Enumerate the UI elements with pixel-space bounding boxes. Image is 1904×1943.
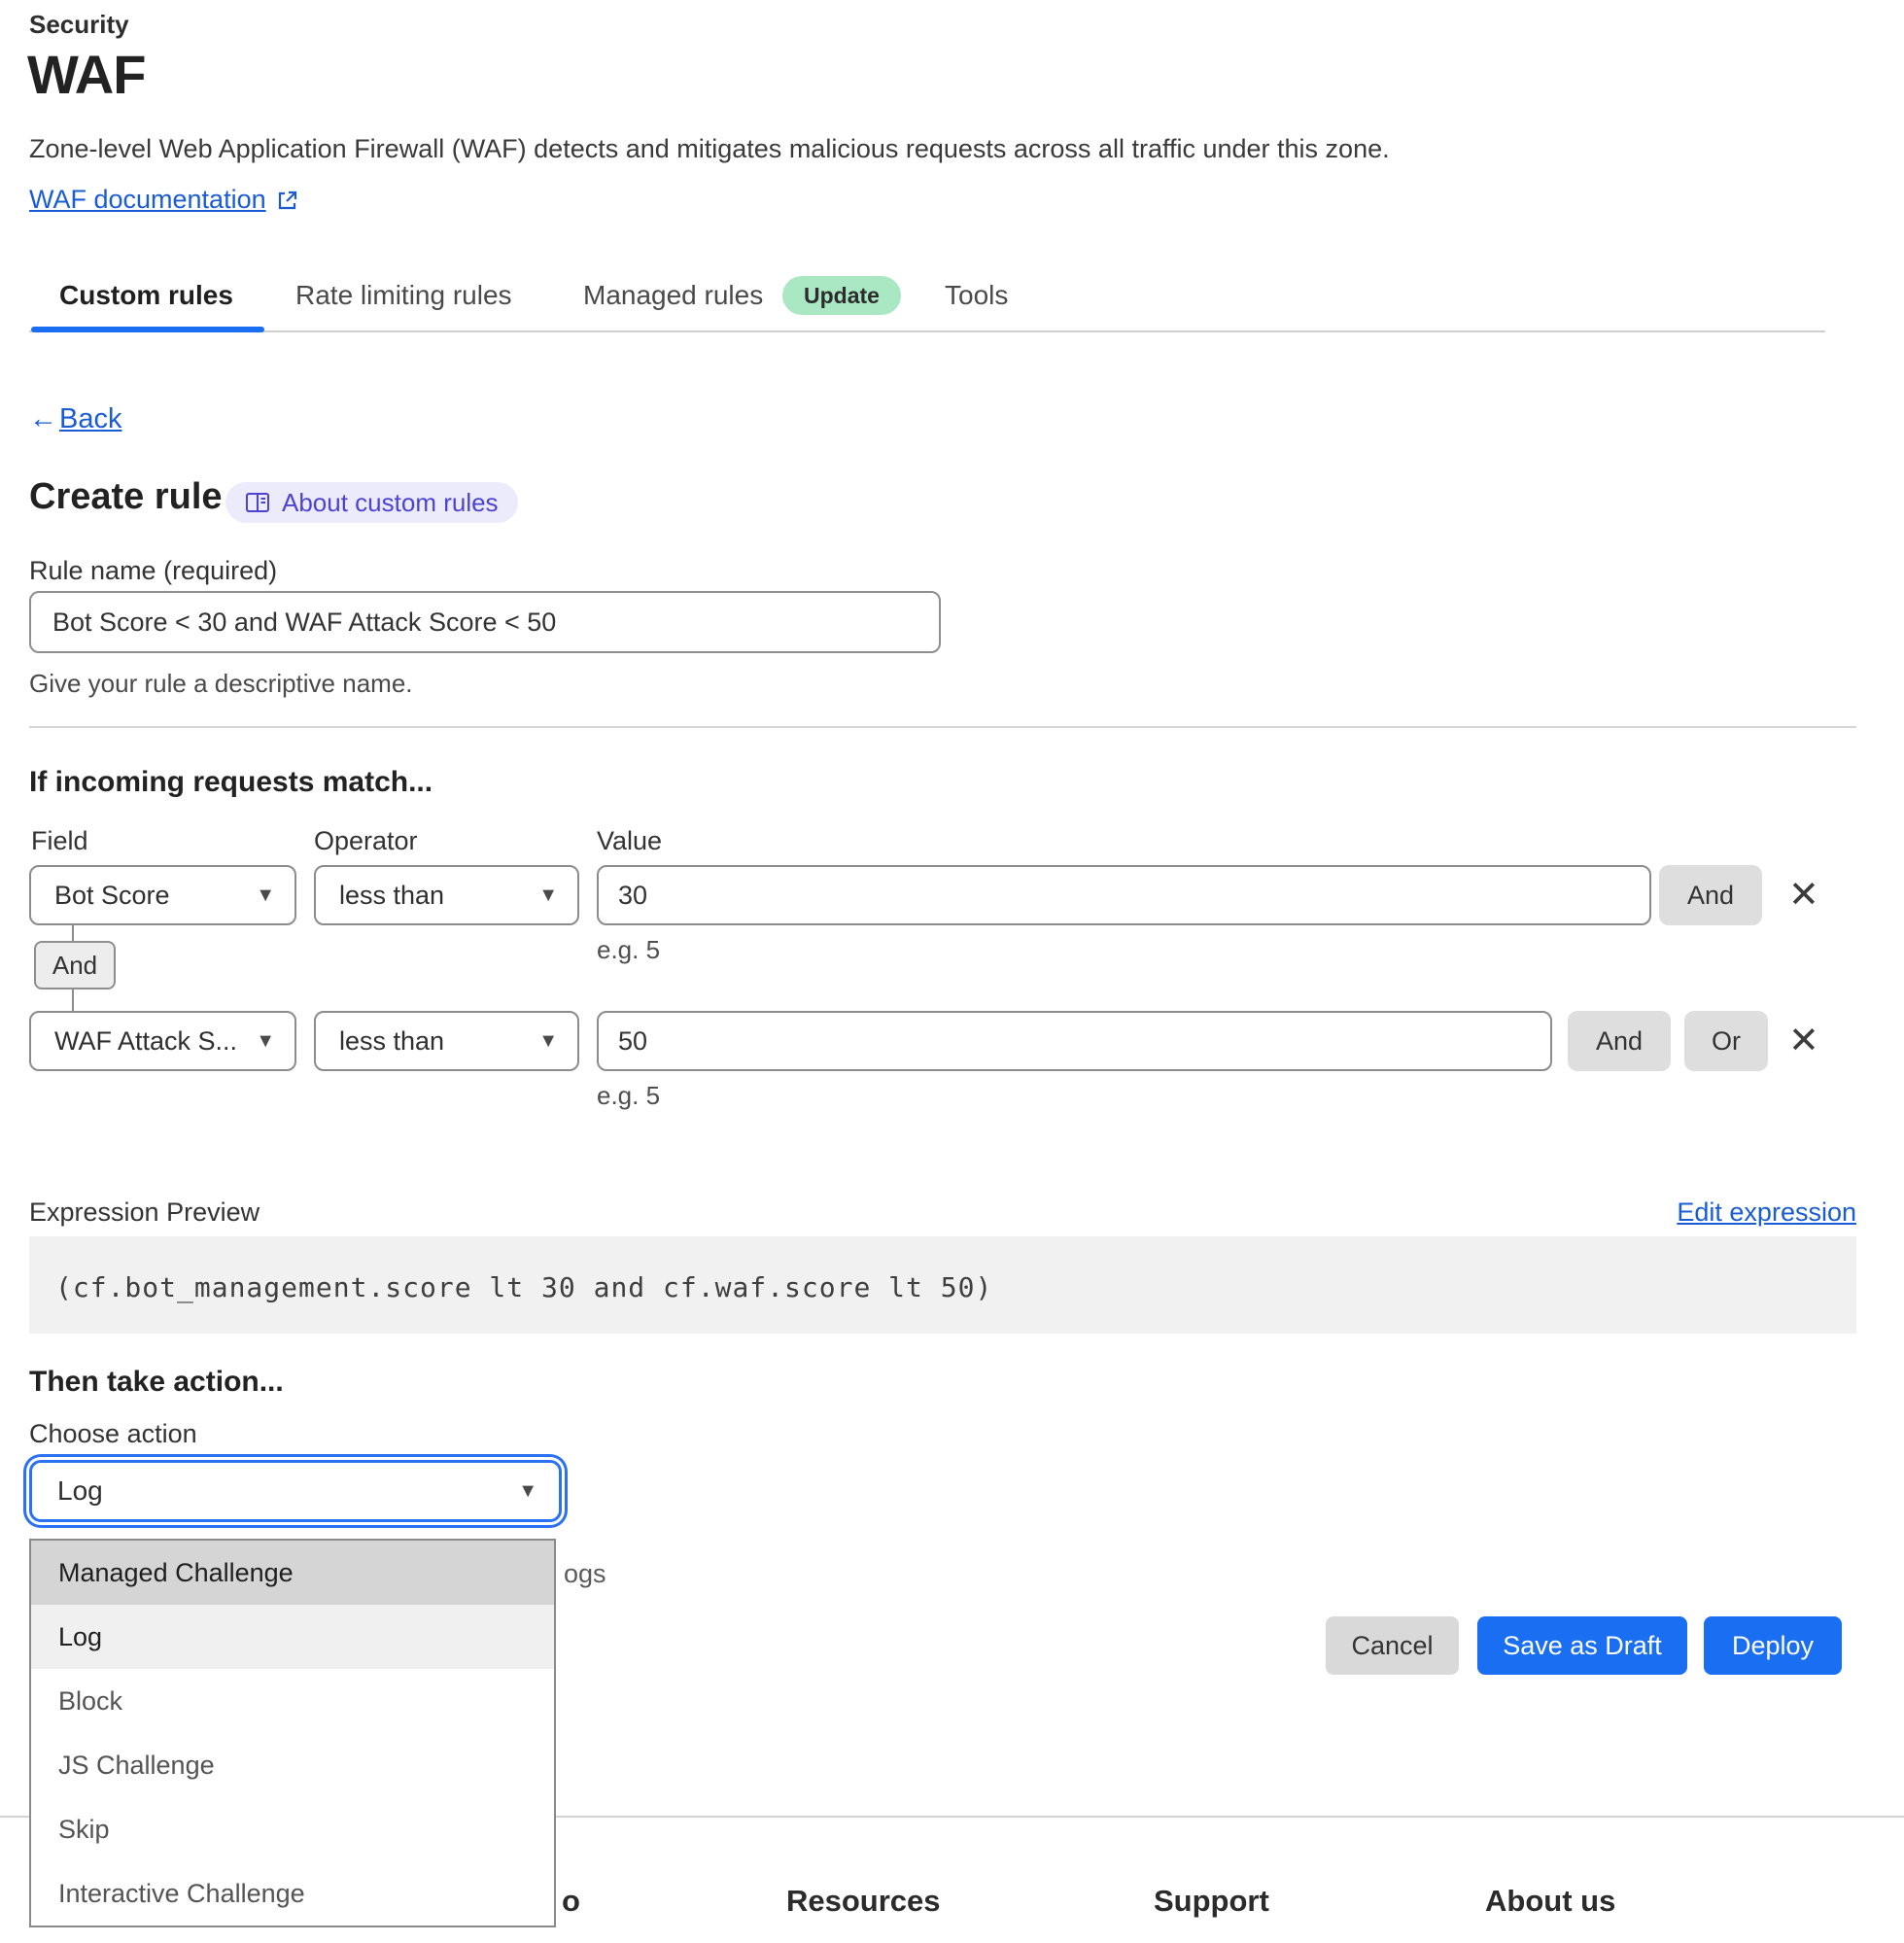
operator-select-row1[interactable]: less than <box>314 865 579 925</box>
back-link[interactable]: ←Back <box>29 403 121 435</box>
breadcrumb: Security <box>29 10 129 39</box>
field-column-label: Field <box>31 826 88 855</box>
field-select-row2[interactable]: WAF Attack S... <box>29 1011 296 1071</box>
field-select-row1[interactable]: Bot Score <box>29 865 296 925</box>
value-hint-row2: e.g. 5 <box>597 1081 661 1110</box>
action-dropdown-menu: Managed Challenge Log Block JS Challenge… <box>29 1539 556 1927</box>
chevron-down-icon <box>256 1031 275 1051</box>
and-joiner-chip: And <box>34 941 116 989</box>
action-select-value: Log <box>57 1475 103 1506</box>
chevron-down-icon <box>518 1481 537 1501</box>
field-select-row1-value: Bot Score <box>54 880 170 910</box>
action-heading: Then take action... <box>29 1366 284 1398</box>
save-as-draft-button[interactable]: Save as Draft <box>1477 1616 1687 1675</box>
page-title: WAF <box>27 44 146 105</box>
rule-name-label: Rule name (required) <box>29 556 278 585</box>
tab-rate-limiting-rules[interactable]: Rate limiting rules <box>295 280 512 310</box>
waf-documentation-link[interactable]: WAF documentation <box>29 185 299 215</box>
menu-item-managed-challenge[interactable]: Managed Challenge <box>31 1541 554 1605</box>
add-or-button-row2[interactable]: Or <box>1684 1011 1768 1071</box>
section-divider <box>29 726 1856 728</box>
expression-preview-label: Expression Preview <box>29 1197 260 1227</box>
tab-custom-rules[interactable]: Custom rules <box>59 280 233 310</box>
remove-row1-icon[interactable] <box>1788 877 1819 914</box>
operator-select-row2-value: less than <box>339 1025 445 1056</box>
chevron-down-icon <box>538 1031 558 1051</box>
active-tab-underline <box>31 327 264 332</box>
value-input-row1[interactable] <box>597 865 1651 925</box>
page-description: Zone-level Web Application Firewall (WAF… <box>29 134 1390 163</box>
menu-item-block[interactable]: Block <box>31 1669 554 1733</box>
footer-divider <box>0 1816 1904 1818</box>
menu-item-interactive-challenge[interactable]: Interactive Challenge <box>31 1861 554 1926</box>
tab-managed-rules[interactable]: Managed rules <box>583 280 764 310</box>
back-label: Back <box>59 403 122 434</box>
expression-code-box <box>29 1236 1856 1334</box>
connector-line-top <box>72 925 74 941</box>
about-custom-rules-link[interactable]: About custom rules <box>225 482 518 523</box>
chevron-down-icon <box>538 885 558 905</box>
menu-item-log[interactable]: Log <box>31 1605 554 1669</box>
remove-row2-icon[interactable] <box>1788 1023 1819 1059</box>
value-input-row2[interactable] <box>597 1011 1552 1071</box>
tab-divider <box>29 330 1825 332</box>
chevron-down-icon <box>256 885 275 905</box>
rule-name-input[interactable] <box>29 591 941 653</box>
add-and-button-row2[interactable]: And <box>1568 1011 1671 1071</box>
action-select[interactable]: Log <box>29 1460 562 1522</box>
menu-item-skip[interactable]: Skip <box>31 1797 554 1861</box>
operator-column-label: Operator <box>314 826 418 855</box>
value-hint-row1: e.g. 5 <box>597 935 661 964</box>
cancel-button[interactable]: Cancel <box>1326 1616 1459 1675</box>
footer-column-resources: Resources <box>786 1884 941 1918</box>
footer-column-partial: o <box>562 1884 580 1918</box>
field-select-row2-value: WAF Attack S... <box>54 1025 238 1056</box>
match-heading: If incoming requests match... <box>29 766 433 798</box>
about-custom-rules-label: About custom rules <box>282 487 499 517</box>
expression-code: (cf.bot_management.score lt 30 and cf.wa… <box>55 1271 993 1303</box>
operator-select-row2[interactable]: less than <box>314 1011 579 1071</box>
operator-select-row1-value: less than <box>339 880 445 910</box>
rule-name-help: Give your rule a descriptive name. <box>29 669 413 698</box>
obscured-text-fragment: ogs <box>564 1559 606 1588</box>
tab-tools[interactable]: Tools <box>945 280 1009 310</box>
add-and-button-row1[interactable]: And <box>1659 865 1762 925</box>
value-column-label: Value <box>597 826 663 855</box>
edit-expression-link[interactable]: Edit expression <box>1677 1197 1856 1227</box>
external-link-icon <box>276 189 299 212</box>
book-icon <box>245 491 270 514</box>
footer-column-support: Support <box>1154 1884 1269 1918</box>
waf-documentation-label: WAF documentation <box>29 185 266 214</box>
choose-action-label: Choose action <box>29 1419 197 1448</box>
connector-line-bottom <box>72 989 74 1011</box>
deploy-button[interactable]: Deploy <box>1704 1616 1842 1675</box>
menu-item-js-challenge[interactable]: JS Challenge <box>31 1733 554 1797</box>
update-badge: Update <box>782 276 901 315</box>
back-arrow-icon: ← <box>29 403 57 434</box>
create-rule-heading: Create rule <box>29 476 223 517</box>
footer-column-about-us: About us <box>1485 1884 1616 1918</box>
